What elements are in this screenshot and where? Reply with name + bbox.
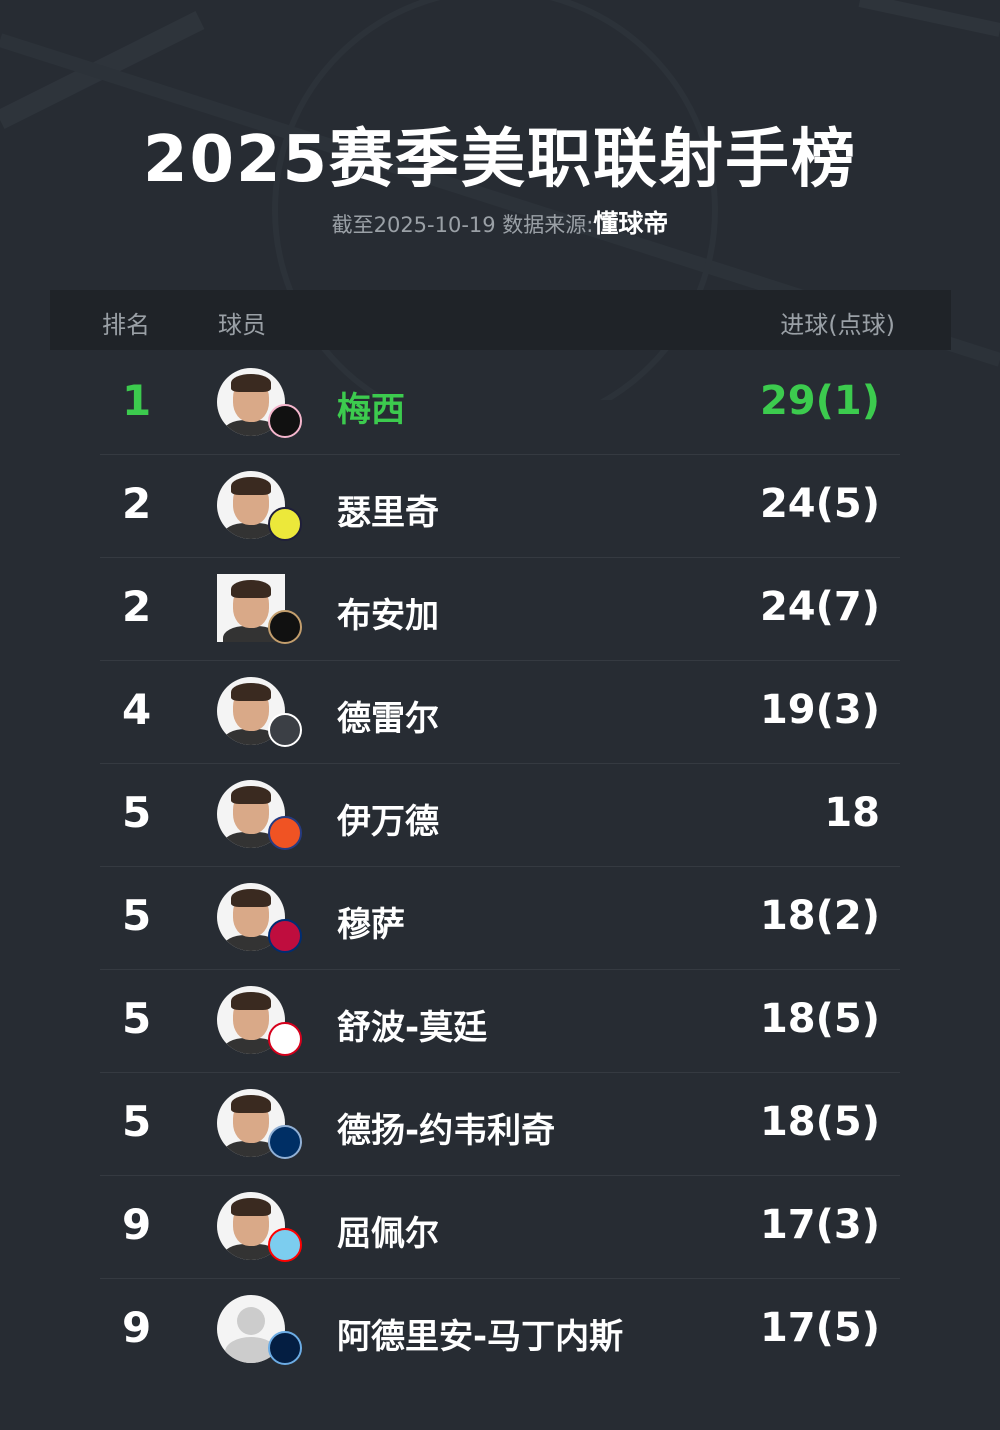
table-row[interactable]: 5 德扬-约韦利奇 18(5) — [100, 1073, 900, 1176]
rank: 1 — [122, 376, 152, 425]
player-name[interactable]: 舒波-莫廷 — [337, 1008, 488, 1048]
club-badge-icon — [268, 507, 302, 541]
player-name[interactable]: 瑟里奇 — [337, 493, 439, 533]
goals: 18(5) — [759, 1099, 880, 1145]
col-player: 球员 — [218, 311, 266, 339]
goals: 18(5) — [759, 996, 880, 1042]
club-badge-icon — [268, 404, 302, 438]
table-row[interactable]: 4 德雷尔 19(3) — [100, 661, 900, 764]
rank: 5 — [122, 994, 152, 1043]
player-name[interactable]: 布安加 — [337, 596, 439, 636]
player-avatar — [217, 883, 285, 951]
player-name[interactable]: 德雷尔 — [337, 699, 439, 739]
player-avatar — [217, 574, 285, 642]
player-avatar — [217, 368, 285, 436]
table-header: 排名 球员 进球(点球) — [50, 290, 951, 350]
player-name[interactable]: 屈佩尔 — [337, 1214, 439, 1254]
player-name[interactable]: 阿德里安-马丁内斯 — [337, 1317, 624, 1357]
table-row[interactable]: 5 伊万德 18 — [100, 764, 900, 867]
table-row[interactable]: 1 梅西 29(1) — [100, 352, 900, 455]
club-badge-icon — [268, 1125, 302, 1159]
player-avatar — [217, 471, 285, 539]
goals: 17(3) — [759, 1202, 880, 1248]
scorer-list: 1 梅西 29(1) 2 瑟里奇 24(5) 2 布安加 24(7) 4 德雷尔 19… — [100, 352, 900, 1382]
goals: 17(5) — [759, 1305, 880, 1351]
player-avatar — [217, 986, 285, 1054]
club-badge-icon — [268, 610, 302, 644]
goals: 18(2) — [759, 893, 880, 939]
rank: 5 — [122, 1097, 152, 1146]
club-badge-icon — [268, 1331, 302, 1365]
source-name: 懂球帝 — [593, 209, 669, 238]
goals: 18 — [824, 790, 880, 836]
player-name[interactable]: 伊万德 — [337, 802, 439, 842]
table-row[interactable]: 5 穆萨 18(2) — [100, 867, 900, 970]
date-source-label: 截至2025-10-19 数据来源: — [331, 213, 594, 237]
player-avatar — [217, 677, 285, 745]
rank: 9 — [122, 1200, 152, 1249]
player-avatar — [217, 780, 285, 848]
subtitle: 截至2025-10-19 数据来源:懂球帝 — [0, 204, 1000, 240]
rank: 2 — [122, 582, 152, 631]
rank: 5 — [122, 788, 152, 837]
rank: 2 — [122, 479, 152, 528]
player-name[interactable]: 德扬-约韦利奇 — [337, 1111, 556, 1151]
club-badge-icon — [268, 1022, 302, 1056]
page-title: 2025赛季美职联射手榜 — [142, 123, 858, 197]
player-name[interactable]: 梅西 — [337, 390, 405, 430]
rank: 4 — [122, 685, 152, 734]
table-row[interactable]: 9 阿德里安-马丁内斯 17(5) — [100, 1279, 900, 1382]
goals: 29(1) — [759, 378, 880, 424]
club-badge-icon — [268, 919, 302, 953]
club-badge-icon — [268, 713, 302, 747]
goals: 24(7) — [759, 584, 880, 630]
col-goals: 进球(点球) — [780, 311, 895, 339]
goals: 19(3) — [759, 687, 880, 733]
col-rank: 排名 — [102, 311, 150, 339]
club-badge-icon — [268, 816, 302, 850]
table-row[interactable]: 2 布安加 24(7) — [100, 558, 900, 661]
goals: 24(5) — [759, 481, 880, 527]
player-name[interactable]: 穆萨 — [337, 905, 405, 945]
table-row[interactable]: 9 屈佩尔 17(3) — [100, 1176, 900, 1279]
club-badge-icon — [268, 1228, 302, 1262]
rank: 5 — [122, 891, 152, 940]
rank: 9 — [122, 1303, 152, 1352]
table-row[interactable]: 2 瑟里奇 24(5) — [100, 455, 900, 558]
table-row[interactable]: 5 舒波-莫廷 18(5) — [100, 970, 900, 1073]
